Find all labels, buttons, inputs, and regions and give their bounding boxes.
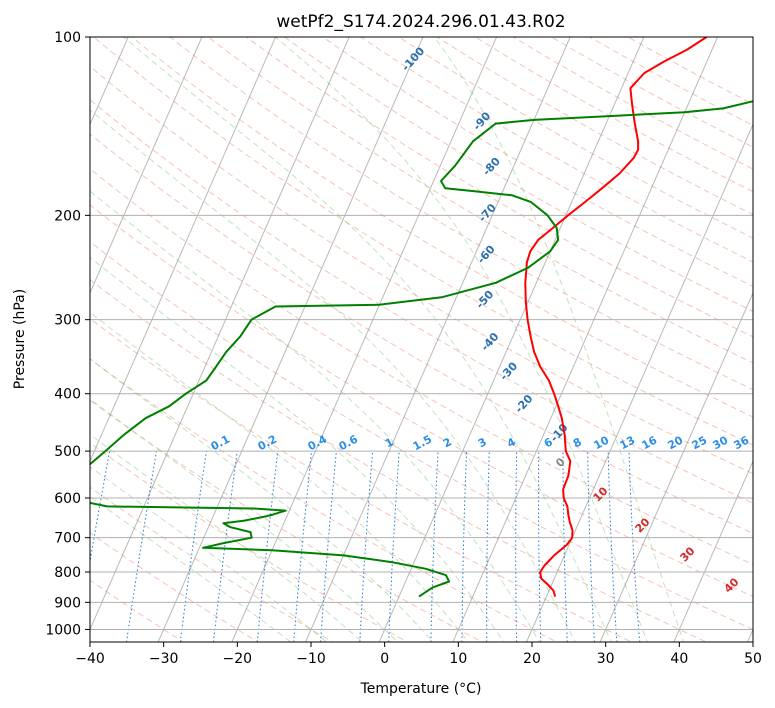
dewpoint-profile-line [90, 100, 753, 598]
x-tick-label: 10 [449, 651, 467, 667]
dry-adiabat-line [90, 279, 708, 642]
mixing-ratio-label: 20 [666, 433, 686, 452]
mixing-ratio-label: 30 [711, 433, 731, 452]
dry-adiabat-line [90, 486, 334, 642]
isotherm-line [305, 37, 571, 642]
mixing-ratio-label: 25 [690, 434, 710, 453]
isotherm-line [231, 37, 498, 642]
dry-adiabat-line [131, 37, 753, 418]
axes: −40 −30 −20 −10 0 10 20 30 40 50 1000 900 800 700 600 5… [45, 30, 762, 667]
y-tick-label: 500 [54, 444, 81, 460]
dry-adiabat-line [207, 37, 753, 364]
chart-title: wetPf2_S174.2024.296.01.43.R02 [276, 12, 565, 32]
dry-adiabat-line [90, 318, 633, 642]
x-tick-label: −20 [223, 651, 253, 667]
y-tick-label: 600 [54, 491, 81, 507]
y-tick-label: 300 [54, 313, 81, 329]
x-tick-label: −30 [149, 651, 179, 667]
y-tick-label: 1000 [45, 622, 81, 638]
isotherm-line [90, 37, 277, 463]
mixing-ratio-label: 10 [592, 433, 612, 452]
moist-adiabat-line [275, 37, 648, 642]
dry-adiabat-line [474, 37, 753, 193]
dry-adiabat-line [90, 442, 409, 642]
dry-adiabat-line [245, 37, 753, 338]
dry-adiabat-line [90, 168, 753, 566]
x-tick-label: 40 [670, 651, 688, 667]
dry-adiabat-line [93, 37, 753, 446]
isotherm-line [526, 123, 753, 642]
dry-adiabat-line [169, 37, 753, 391]
isotherm-line [378, 37, 645, 642]
isotherm-line [90, 37, 203, 294]
dry-adiabat-line [398, 37, 753, 239]
y-tick-label: 900 [54, 595, 81, 611]
x-tick-label: −40 [75, 651, 105, 667]
dry-adiabat-line [436, 37, 753, 216]
x-axis-label: Temperature (°C) [360, 681, 482, 697]
y-tick-label: 200 [54, 208, 81, 224]
temperature-profile-line [524, 37, 708, 597]
y-tick-label: 800 [54, 565, 81, 581]
y-tick-label: 100 [54, 30, 81, 46]
isotherm-line [90, 37, 350, 631]
y-tick-label: 700 [54, 531, 81, 547]
mixing-ratio-label: 36 [732, 433, 752, 452]
x-tick-label: 30 [597, 651, 615, 667]
mixing-ratio-label: 13 [618, 434, 638, 453]
isotherm-line [673, 459, 753, 642]
plot-area: -100-90-80-70-60-50-40-30-20-100.1 0.2 0.4… [90, 37, 753, 642]
y-axis-label: Pressure (hPa) [12, 289, 28, 389]
dry-adiabat-line [512, 37, 753, 170]
x-tick-label: 0 [380, 651, 389, 667]
x-tick-label: −10 [296, 651, 326, 667]
x-tick-label: 50 [744, 651, 762, 667]
y-tick-label: 400 [54, 387, 81, 403]
isotherm-line [452, 37, 719, 642]
isotherm-line [157, 37, 424, 642]
mixing-ratio-label: 16 [640, 433, 660, 452]
x-tick-label: 20 [523, 651, 541, 667]
dry-adiabat-line [90, 358, 559, 642]
isotherm-line [599, 291, 753, 642]
plot-frame [89, 36, 754, 643]
